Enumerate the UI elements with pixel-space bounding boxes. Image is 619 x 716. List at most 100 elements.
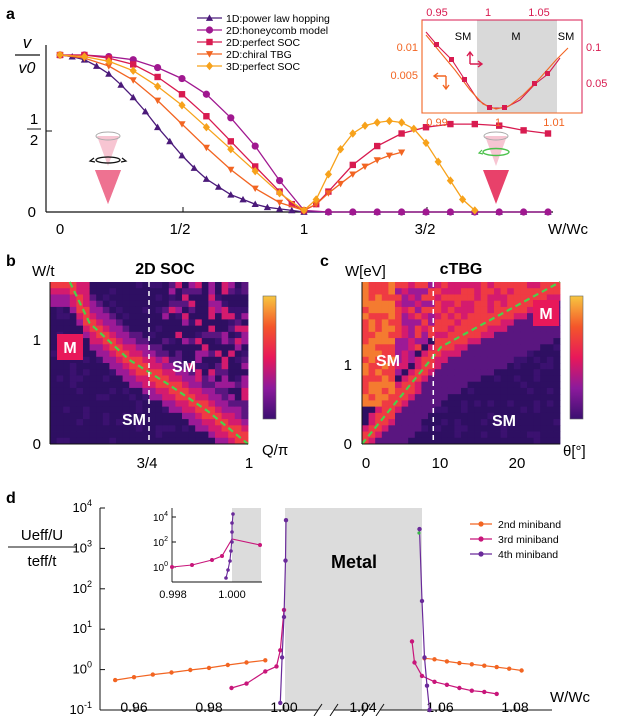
- panel-a-series-4-point: [300, 206, 308, 215]
- panel-b-heat-cell: [116, 356, 123, 364]
- panel-d-series-0-point: [263, 658, 268, 663]
- panel-b-heat-cell: [56, 294, 64, 302]
- panel-c-heat-cell: [388, 294, 396, 302]
- panel-a-xtick-2: 1: [300, 221, 308, 238]
- panel-b-heat-cell: [162, 294, 170, 302]
- panel-c-heat-cell: [401, 394, 409, 401]
- panel-c-heat-cell: [441, 306, 449, 314]
- panel-d-series-1-point: [457, 685, 462, 691]
- panel-c-heat-cell: [467, 319, 475, 327]
- panel-c-heat-cell: [447, 363, 455, 370]
- panel-b-heat-cell: [175, 338, 183, 345]
- panel-b-heat-cell: [122, 387, 130, 395]
- panel-b-heat-cell: [195, 419, 203, 426]
- panel-c-heat-cell: [480, 350, 488, 358]
- panel-c-heat-cell: [434, 325, 442, 333]
- panel-d-series-0-point: [494, 664, 499, 670]
- panel-c-heat-cell: [434, 288, 442, 295]
- panel-b-heat-cell: [182, 300, 189, 308]
- panel-c-heat-cell: [533, 282, 541, 289]
- panel-b-heat-cell: [228, 406, 236, 414]
- panel-d-inset-xtick-0: 0.998: [159, 589, 187, 601]
- panel-b-heat-cell: [135, 344, 143, 351]
- panel-c-heat-cell: [441, 431, 449, 439]
- panel-c-heat-cell: [474, 300, 482, 308]
- panel-b-heat-cell: [109, 350, 117, 358]
- panel-b-heat-cell: [234, 387, 242, 395]
- panel-c-heat-cell: [513, 412, 521, 420]
- panel-c-heat-cell: [447, 325, 455, 333]
- panel-d-series-0-point: [131, 675, 137, 680]
- panel-c-heat-cell: [441, 350, 449, 358]
- panel-b-heat-cell: [83, 288, 90, 295]
- panel-b-heat-cell: [228, 394, 236, 401]
- panel-b-region-sm-bottom: SM: [122, 412, 146, 429]
- panel-b-heat-cell: [96, 282, 104, 289]
- panel-a-series-3-point: [276, 199, 284, 207]
- panel-b-heat-cell: [135, 394, 143, 401]
- panel-b-heat-cell: [221, 387, 229, 395]
- panel-b-heat-cell: [116, 419, 123, 426]
- panel-d-legend-marker-2: [478, 551, 484, 557]
- inset-left-tick-1: 0.005: [390, 70, 418, 82]
- panel-b-heat-cell: [142, 294, 150, 302]
- panel-c-heat-cell: [375, 369, 383, 376]
- panel-c-heat-cell: [447, 319, 455, 327]
- panel-b-heat-cell: [215, 431, 222, 439]
- panel-a-series-2-point: [203, 113, 210, 120]
- panel-c-heat-cell: [395, 319, 402, 327]
- panel-c-heat-cell: [474, 356, 482, 364]
- panel-b-heat-cell: [241, 282, 249, 289]
- panel-a-series-4-point: [471, 206, 479, 215]
- panel-c-heat-cell: [454, 306, 462, 314]
- panel-d-series-0-point: [469, 662, 474, 667]
- panel-c-heat-cell: [500, 300, 508, 308]
- panel-b-heat-cell: [201, 282, 209, 289]
- panel-a-series-0-point: [117, 81, 125, 88]
- panel-c-heat-cell: [520, 406, 528, 414]
- panel-c-heat-cell: [461, 412, 468, 420]
- panel-b-heat-cell: [122, 381, 130, 389]
- panel-b-heat-cell: [76, 431, 84, 439]
- panel-b-heat-cell: [76, 306, 84, 314]
- panel-a-series-4-point: [105, 57, 113, 66]
- panel-c-heat-cell: [467, 300, 475, 308]
- panel-c-heat-cell: [388, 406, 396, 414]
- panel-c-heat-cell: [421, 431, 429, 439]
- panel-c-heat-cell: [441, 313, 449, 320]
- panel-b-heat-cell: [162, 394, 170, 401]
- panel-c-heat-cell: [414, 394, 422, 401]
- panel-c-heat-cell: [434, 412, 442, 420]
- panel-c-heat-cell: [520, 294, 528, 302]
- panel-c-heat-cell: [388, 288, 396, 295]
- panel-b-heat-cell: [241, 387, 249, 395]
- panel-b-heat-cell: [56, 319, 64, 327]
- panel-b-heat-cell: [215, 394, 222, 401]
- panel-c-heat-cell: [540, 425, 548, 432]
- panel-c-heat-cell: [434, 387, 442, 395]
- panel-b-heat-cell: [155, 313, 163, 320]
- panel-c-heat-cell: [480, 406, 488, 414]
- panel-a-series-4-point: [202, 123, 210, 132]
- panel-b-heat-cell: [50, 381, 57, 389]
- panel-b-heat-cell: [215, 282, 222, 289]
- panel-b-heat-cell: [142, 369, 150, 376]
- panel-b-heat-cell: [50, 294, 57, 302]
- panel-c-heat-cell: [546, 387, 554, 395]
- panel-c-heat-cell: [480, 363, 488, 370]
- panel-c-heat-cell: [421, 437, 429, 445]
- panel-b-heat-cell: [221, 363, 229, 370]
- panel-c-heat-cell: [553, 419, 561, 426]
- panel-c-heat-cell: [507, 306, 515, 314]
- panel-b-heat-cell: [135, 306, 143, 314]
- panel-b-heat-cell: [228, 425, 236, 432]
- panel-b-heat-cell: [168, 437, 176, 445]
- panel-c-heat-cell: [408, 387, 416, 395]
- panel-c-heat-cell: [513, 338, 521, 345]
- panel-b-heat-cell: [83, 363, 90, 370]
- panel-c-heat-cell: [421, 306, 429, 314]
- panel-b-heat-cell: [142, 350, 150, 358]
- panel-b-heat-cell: [195, 319, 203, 327]
- panel-b-heat-cell: [89, 338, 97, 345]
- panel-b-heat-cell: [96, 425, 104, 432]
